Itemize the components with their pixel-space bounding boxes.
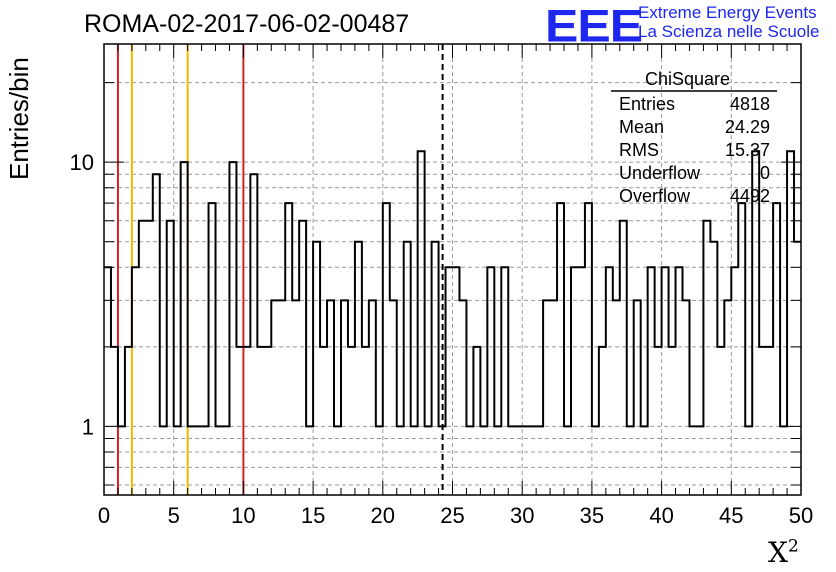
stat-name-overflow: Overflow [619,186,691,206]
x-tick-label: 40 [649,503,673,528]
y-tick-label: 1 [82,414,94,439]
x-axis-ticks: 0 5 10 15 20 25 30 35 40 45 50 [98,44,813,528]
y-axis-label: Entries/bin [4,57,34,180]
x-tick-label: 20 [371,503,395,528]
x-tick-label: 10 [231,503,255,528]
x-tick-label: 50 [789,503,813,528]
x-tick-label: 0 [98,503,110,528]
stat-name-rms: RMS [619,140,659,160]
x-axis-label: X2 [768,536,799,569]
stat-name-mean: Mean [619,117,665,137]
stat-value-entries: 4818 [729,94,770,114]
x-tick-label: 15 [301,503,325,528]
logo-text-line2: La Scienza nelle Scuole [638,22,820,41]
stat-value-overflow: 4492 [729,186,770,206]
eee-logo: EEE [545,0,643,52]
plot-title: ROMA-02-2017-06-02-00487 [84,10,410,38]
stat-value-rms: 15.37 [724,140,770,160]
logo-text-line1: Extreme Energy Events [638,3,817,22]
x-tick-label: 5 [168,503,180,528]
stat-value-mean: 24.29 [724,117,770,137]
stat-name-entries: Entries [619,94,676,114]
x-tick-label: 25 [440,503,464,528]
stat-value-underflow: 0 [759,163,770,183]
x-tick-label: 30 [510,503,534,528]
y-axis-ticks: 1 10 [70,82,801,486]
x-tick-label: 35 [580,503,604,528]
histogram-series [104,150,801,428]
stat-name-underflow: Underflow [619,163,701,183]
x-tick-label: 45 [719,503,743,528]
y-tick-label: 10 [70,150,94,175]
stats-box-title: ChiSquare [645,69,731,89]
